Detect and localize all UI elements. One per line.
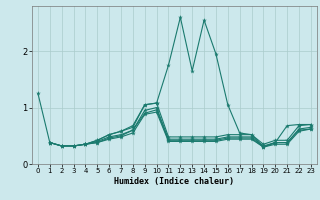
X-axis label: Humidex (Indice chaleur): Humidex (Indice chaleur): [115, 177, 234, 186]
